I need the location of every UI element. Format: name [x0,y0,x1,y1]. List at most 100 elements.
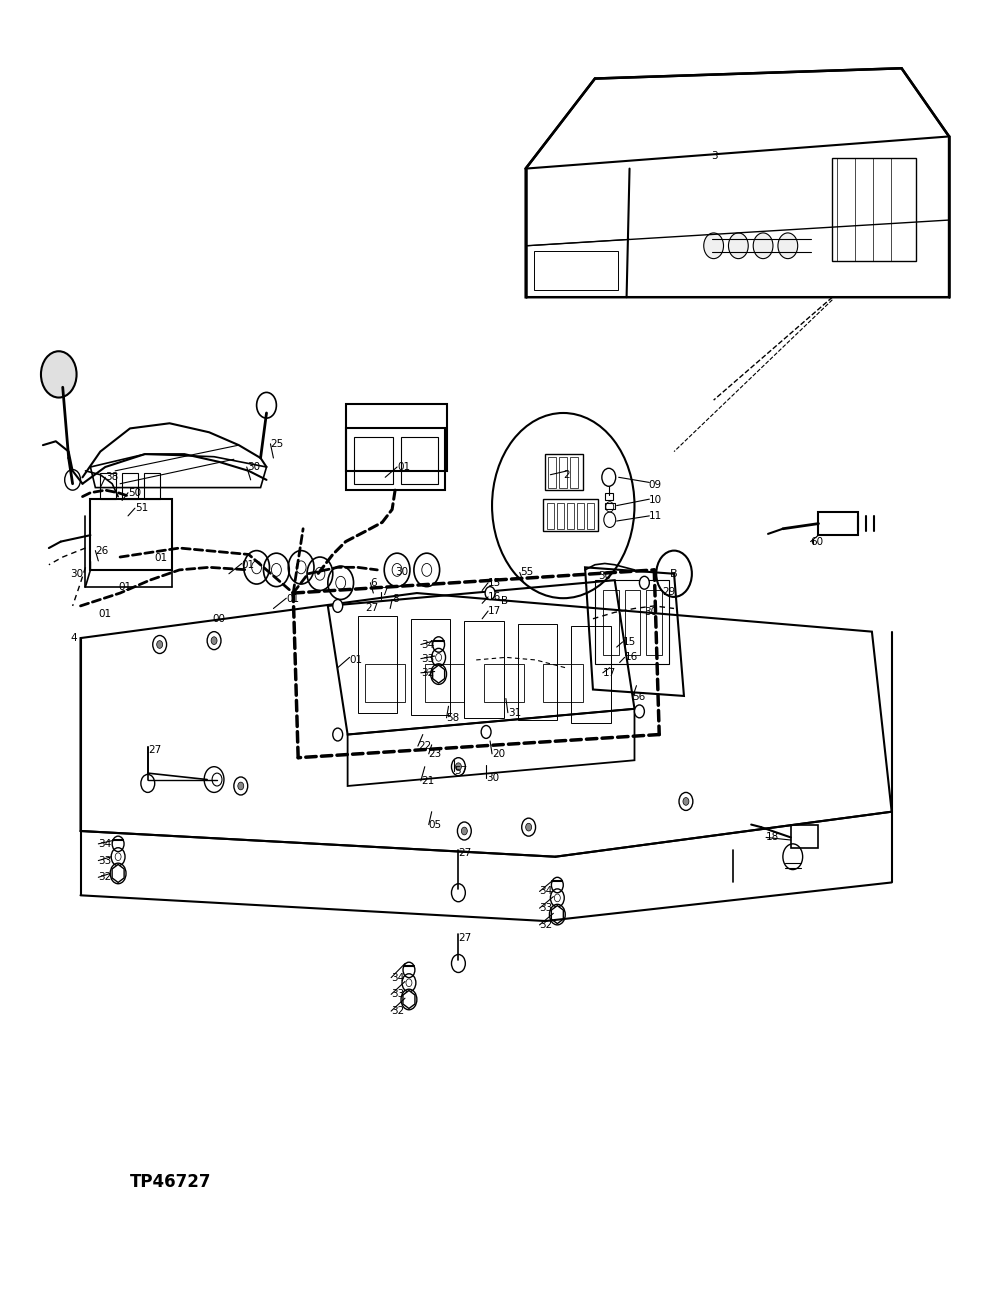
Text: 27: 27 [458,933,471,942]
Text: TP46727: TP46727 [130,1173,211,1191]
Circle shape [332,728,342,741]
Bar [549,456,557,487]
Bar [345,428,444,490]
Text: 30: 30 [486,773,499,784]
Bar [548,503,555,528]
Circle shape [703,233,723,259]
Text: 50: 50 [128,487,141,498]
Text: 51: 51 [135,503,148,513]
Text: 34: 34 [98,839,111,849]
Bar [605,492,613,500]
Bar [464,621,504,718]
Bar [567,503,574,528]
Text: 33: 33 [421,654,434,664]
Circle shape [552,878,563,893]
Text: 31: 31 [508,708,521,718]
Text: 22: 22 [418,741,432,751]
Circle shape [41,351,76,397]
Bar [425,664,464,703]
Text: 34: 34 [391,973,405,982]
Circle shape [481,726,491,739]
Circle shape [526,824,532,831]
Text: 11: 11 [649,510,662,521]
Text: 17: 17 [488,606,501,616]
Text: 60: 60 [810,536,823,547]
Bar [484,664,524,703]
Text: 01: 01 [155,553,168,563]
Text: 16: 16 [625,652,638,663]
Bar [818,512,858,535]
Text: B: B [671,568,678,579]
Text: 15: 15 [623,637,636,647]
Text: 16: 16 [488,592,501,602]
Bar [122,473,138,499]
Text: 32: 32 [391,1007,405,1016]
Circle shape [157,641,163,648]
Circle shape [640,576,650,589]
Text: 56: 56 [633,692,646,703]
Text: 27: 27 [365,603,379,614]
Text: 33: 33 [98,856,111,866]
Bar [544,499,598,531]
Text: 29: 29 [663,586,676,597]
Circle shape [728,233,748,259]
Bar [90,499,172,570]
Text: B: B [501,596,508,606]
Text: 30: 30 [70,568,83,579]
Text: 32: 32 [421,668,434,678]
Bar [401,437,437,483]
Bar [625,590,641,655]
Text: 7: 7 [381,586,388,597]
Circle shape [455,763,461,771]
Circle shape [238,782,244,790]
Bar [544,664,583,703]
Bar [571,626,611,723]
Bar [605,503,615,509]
Bar [411,619,450,715]
Text: 34: 34 [421,639,434,650]
Bar [559,456,567,487]
Text: 55: 55 [520,567,533,577]
Bar [345,403,446,470]
Circle shape [485,586,495,599]
Text: 6: 6 [370,577,377,588]
Text: 30: 30 [247,461,260,472]
Bar [791,825,818,848]
Circle shape [635,705,645,718]
Text: 27: 27 [148,745,161,755]
Bar [577,503,584,528]
Text: 2: 2 [563,469,569,480]
Bar [353,437,393,483]
Bar [518,624,558,721]
Text: 23: 23 [429,749,442,759]
Text: 32: 32 [540,920,553,929]
Text: 26: 26 [95,545,108,556]
Text: 05: 05 [429,820,441,830]
Bar [100,473,116,499]
Text: 57: 57 [454,766,467,776]
Bar [603,590,619,655]
Text: 30: 30 [598,571,611,581]
Text: 33: 33 [391,990,405,999]
Bar [832,159,917,262]
Circle shape [433,637,444,652]
Bar [534,251,618,290]
Text: 01: 01 [98,608,111,619]
Bar [647,590,663,655]
Bar [595,580,670,664]
Text: 33: 33 [540,904,553,913]
Text: 20: 20 [492,749,505,759]
Circle shape [682,798,688,806]
Text: 25: 25 [271,438,284,449]
Circle shape [403,962,415,977]
Text: 01: 01 [118,581,131,592]
Text: 3: 3 [711,151,718,161]
Text: 00: 00 [212,614,225,624]
Bar [558,503,564,528]
Circle shape [778,233,798,259]
Circle shape [112,837,124,852]
Circle shape [753,233,773,259]
Circle shape [332,599,342,612]
Text: 01: 01 [242,559,255,570]
Text: 21: 21 [421,776,434,786]
